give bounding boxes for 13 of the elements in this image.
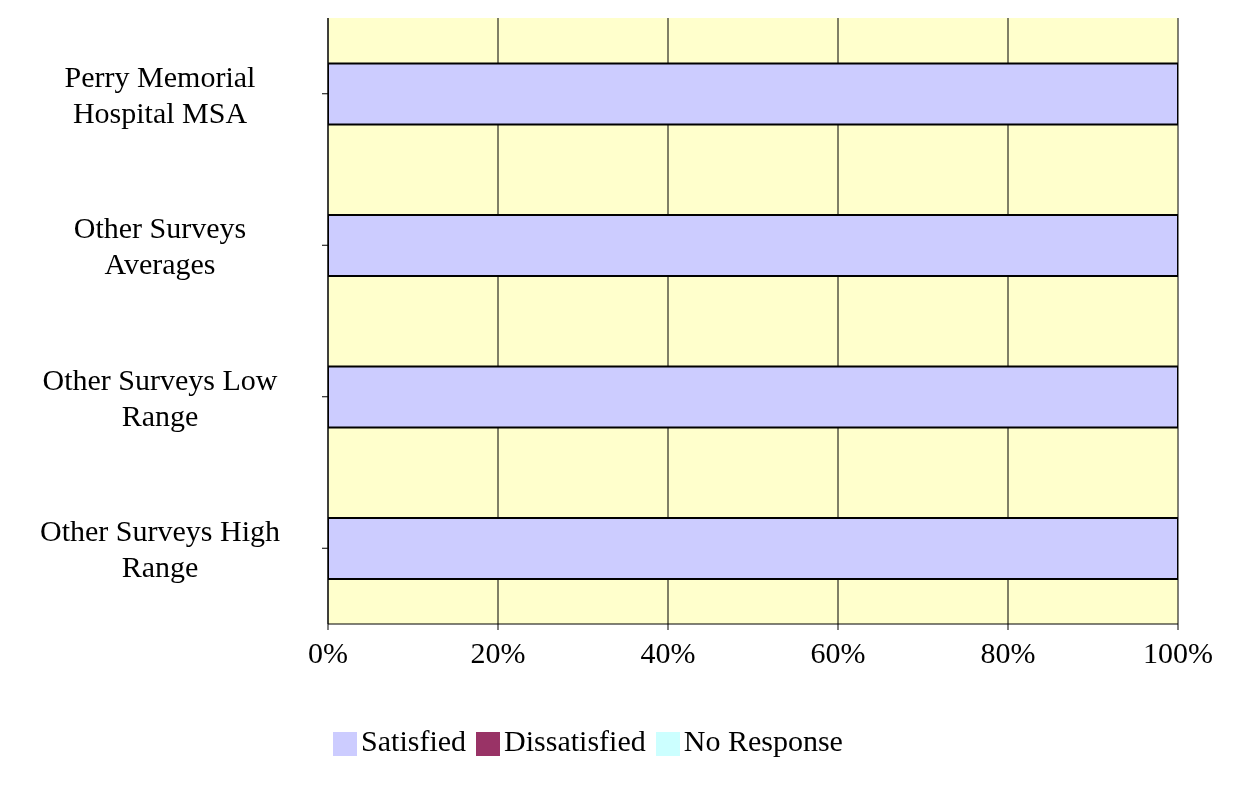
x-tick-label: 60%: [810, 636, 866, 670]
y-tick-label: Other Surveys High Range: [40, 513, 280, 583]
legend-label: Satisfied: [361, 724, 467, 757]
x-tick-label: 40%: [640, 636, 696, 670]
legend-label: No Response: [683, 724, 843, 757]
x-tick-label: 80%: [980, 636, 1036, 670]
y-tick-label: Other Surveys Low Range: [42, 362, 278, 432]
x-tick-label: 20%: [470, 636, 526, 670]
y-tick-label: Perry Memorial Hospital MSA: [64, 59, 256, 129]
y-tick-label: Other Surveys Averages: [73, 210, 247, 280]
x-tick-label: 0%: [308, 636, 348, 670]
x-tick-label: 100%: [1143, 636, 1213, 670]
legend-label: Dissatisfied: [504, 724, 646, 757]
